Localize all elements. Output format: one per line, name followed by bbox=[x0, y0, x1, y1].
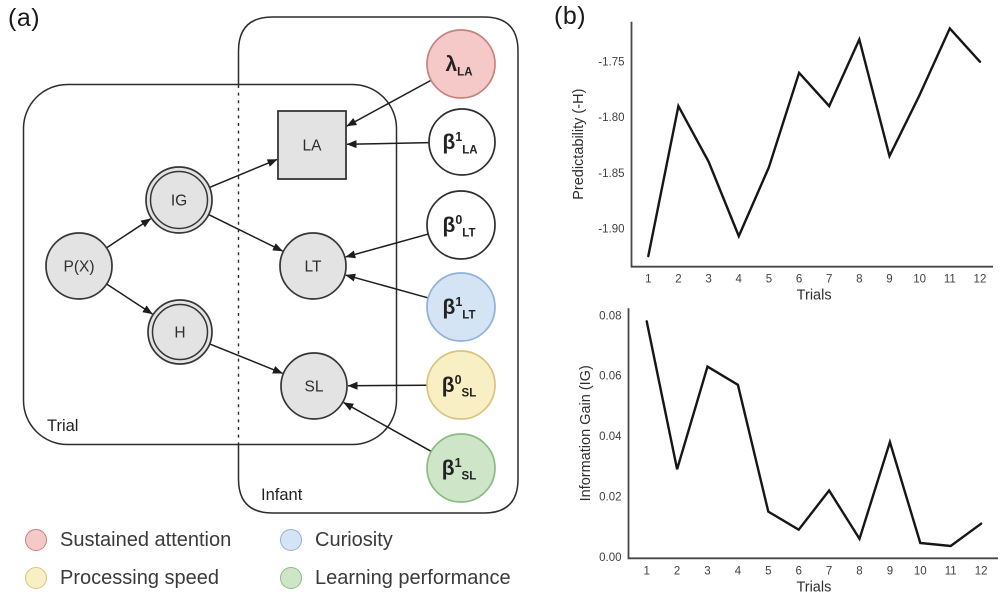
panel-a-label: (a) bbox=[8, 4, 41, 32]
trial-plate bbox=[22, 83, 398, 446]
edge-PX-to-H bbox=[106, 283, 153, 315]
x-tick-label: 8 bbox=[856, 565, 862, 577]
y-tick-label: -1.80 bbox=[598, 112, 624, 124]
line-series bbox=[647, 26, 982, 258]
y-tick-label: -1.75 bbox=[598, 57, 624, 69]
x-tick-label: 7 bbox=[826, 565, 832, 577]
edge-beta1_SL-to-SL bbox=[343, 401, 432, 453]
axes bbox=[627, 308, 998, 560]
node-beta1_SL: β1SL bbox=[426, 433, 496, 503]
node-label: LA bbox=[303, 138, 323, 155]
node-label: P(X) bbox=[64, 259, 95, 276]
node-label: β0LT bbox=[443, 213, 476, 240]
chart-information-gain: 0.080.060.040.020.001 2 3 4 5 6 7 8 9 10 11 12Trial… bbox=[578, 308, 998, 595]
legend-item-sustained-attention: Sustained attention bbox=[25, 529, 231, 551]
panel-b-label: (b) bbox=[554, 2, 587, 30]
node-LT: LT bbox=[279, 232, 347, 300]
y-tick-label: 0.06 bbox=[599, 371, 621, 383]
panel-b-charts: -1.75-1.80-1.85-1.901 2 3 4 5 6 7 8 9 10 11 12Trial… bbox=[571, 21, 998, 595]
x-tick-label: 3 bbox=[704, 565, 710, 577]
green-circle-icon bbox=[280, 567, 302, 589]
node-label: β0SL bbox=[442, 373, 476, 400]
edge-beta1_LA-to-LA bbox=[346, 140, 430, 149]
legend-label: Sustained attention bbox=[60, 528, 232, 551]
x-tick-label: 8 bbox=[856, 274, 862, 286]
trial-plate-label: Trial bbox=[47, 417, 78, 435]
yellow-circle-icon bbox=[25, 567, 47, 589]
y-tick-label: 0.08 bbox=[599, 310, 621, 322]
x-tick-label: 11 bbox=[944, 274, 956, 286]
legend-label: Learning performance bbox=[315, 566, 511, 589]
node-label: β1LT bbox=[443, 295, 476, 322]
x-tick-label: 10 bbox=[913, 274, 926, 286]
edge-beta0_SL-to-SL bbox=[347, 381, 428, 390]
edge-IG-to-LA bbox=[209, 158, 278, 189]
y-tick-label: -1.90 bbox=[598, 223, 624, 235]
x-tick-label: 11 bbox=[945, 565, 957, 577]
edge-beta0_LT-to-LT bbox=[345, 233, 429, 259]
node-label: β1LA bbox=[442, 130, 477, 157]
legend-item-processing-speed: Processing speed bbox=[25, 567, 219, 589]
x-tick-label: 5 bbox=[766, 274, 772, 286]
x-axis-title: Trials bbox=[796, 579, 831, 595]
legend-label: Processing speed bbox=[60, 566, 219, 589]
edge-IG-to-LT bbox=[208, 213, 283, 252]
x-tick-label: 5 bbox=[765, 565, 771, 577]
node-beta0_LT: β0LT bbox=[426, 190, 496, 260]
y-tick-label: -1.85 bbox=[598, 168, 624, 180]
legend-item-curiosity: Curiosity bbox=[280, 529, 393, 551]
x-tick-label: 9 bbox=[886, 274, 892, 286]
line-series bbox=[645, 320, 983, 548]
node-beta0_SL: β0SL bbox=[426, 350, 496, 420]
node-label: λLA bbox=[445, 53, 472, 79]
legend-item-learning-performance: Learning performance bbox=[280, 567, 511, 589]
node-label: LT bbox=[305, 259, 322, 276]
edge-H-to-SL bbox=[209, 343, 283, 374]
edge-beta1_LT-to-LT bbox=[345, 273, 429, 299]
chart-predictability: -1.75-1.80-1.85-1.901 2 3 4 5 6 7 8 9 10 11 12Trial… bbox=[571, 21, 993, 304]
x-tick-label: 4 bbox=[735, 565, 742, 577]
node-lambda_LA: λLA bbox=[426, 29, 496, 99]
infant-plate-label: Infant bbox=[261, 486, 303, 504]
x-tick-label: 4 bbox=[736, 274, 743, 286]
x-tick-label: 2 bbox=[674, 565, 680, 577]
x-tick-label: 1 bbox=[643, 565, 649, 577]
x-tick-label: 10 bbox=[914, 565, 927, 577]
edge-lambda_LA-to-LA bbox=[346, 79, 432, 127]
axes bbox=[630, 21, 993, 268]
node-SL: SL bbox=[280, 352, 348, 420]
node-PX: P(X) bbox=[45, 232, 113, 300]
node-label: SL bbox=[305, 379, 324, 396]
x-tick-label: 9 bbox=[887, 565, 893, 577]
x-axis-title: Trials bbox=[797, 288, 832, 304]
panel-a-diagram: Trial Infant P(X) IG H LA LT SL λLA β1LA β0LT β1LT β… bbox=[22, 16, 519, 514]
blue-circle-icon bbox=[280, 529, 302, 551]
y-tick-label: 0.00 bbox=[599, 552, 621, 564]
y-axis-title: Information Gain (IG) bbox=[578, 365, 594, 501]
x-tick-label: 1 bbox=[645, 274, 651, 286]
x-tick-label: 6 bbox=[795, 565, 801, 577]
x-tick-label: 3 bbox=[705, 274, 711, 286]
node-beta1_LA: β1LA bbox=[428, 108, 496, 176]
node-label: IG bbox=[171, 193, 187, 210]
node-LA: LA bbox=[277, 110, 347, 180]
y-tick-label: 0.02 bbox=[599, 492, 621, 504]
x-tick-label: 7 bbox=[826, 274, 832, 286]
x-tick-label: 12 bbox=[974, 274, 987, 286]
x-tick-label: 6 bbox=[796, 274, 802, 286]
y-axis-title: Predictability (-H) bbox=[571, 89, 587, 200]
node-label: β1SL bbox=[442, 456, 476, 483]
y-tick-label: 0.04 bbox=[599, 431, 622, 443]
node-H: H bbox=[147, 299, 213, 365]
infant-plate bbox=[237, 16, 519, 514]
edge-PX-to-IG bbox=[106, 218, 152, 249]
pink-circle-icon bbox=[25, 529, 47, 551]
node-beta1_LT: β1LT bbox=[426, 272, 496, 342]
x-tick-label: 2 bbox=[675, 274, 681, 286]
node-IG: IG bbox=[145, 166, 213, 234]
x-tick-label: 12 bbox=[975, 565, 988, 577]
node-label: H bbox=[174, 325, 185, 342]
legend-label: Curiosity bbox=[315, 528, 393, 551]
